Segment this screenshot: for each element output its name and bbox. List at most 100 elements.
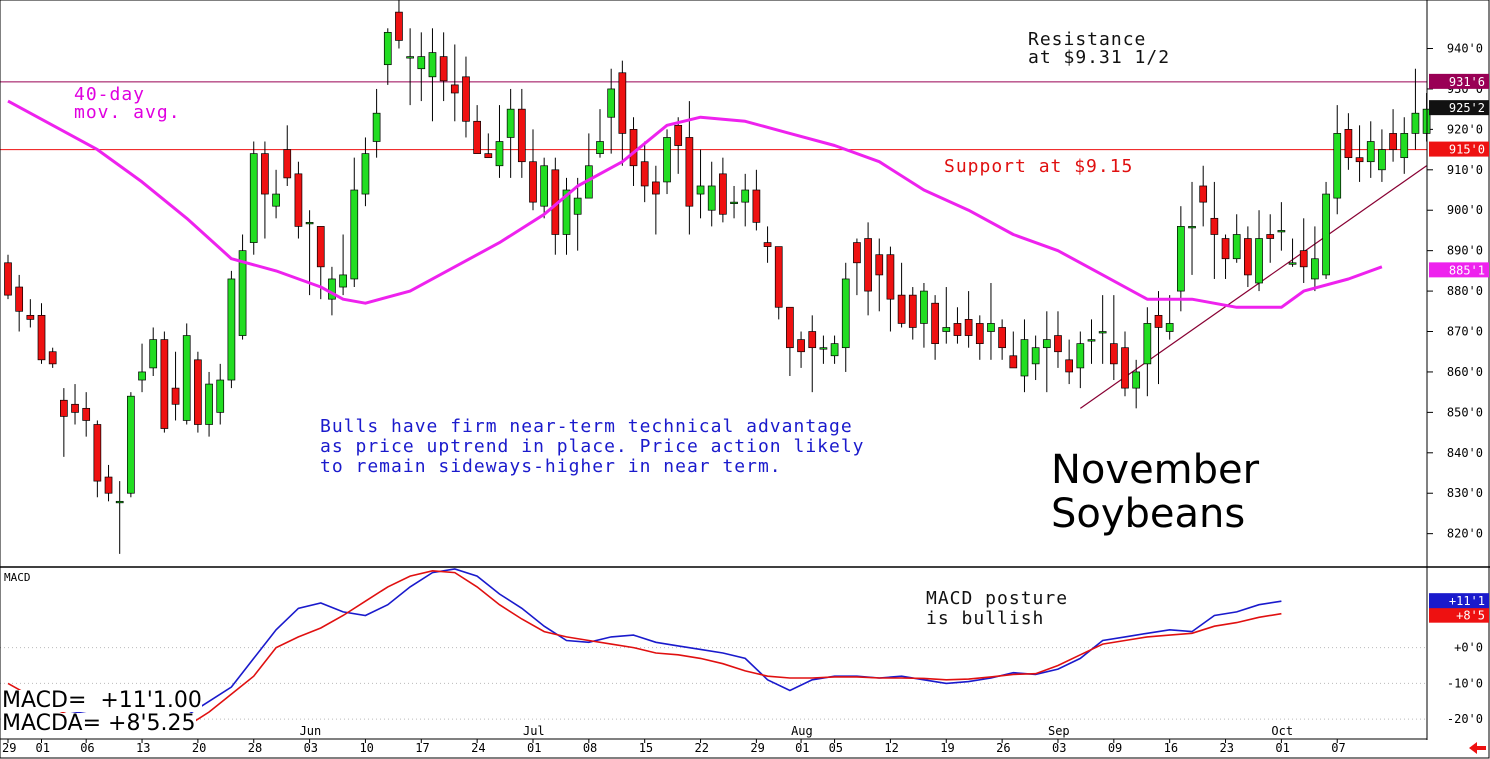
candle-body bbox=[149, 339, 158, 369]
candle bbox=[618, 60, 627, 166]
candle-body bbox=[652, 181, 660, 195]
candle-body bbox=[830, 343, 839, 357]
candle-body bbox=[908, 294, 917, 328]
candle bbox=[998, 319, 1006, 360]
candle-body bbox=[808, 331, 817, 349]
candle-body bbox=[1344, 129, 1353, 159]
ma-label: 40-day mov. avg. bbox=[74, 84, 181, 123]
candle bbox=[406, 28, 414, 106]
last-price-box: 925'2 bbox=[1429, 100, 1489, 116]
date-tick-label: 03 bbox=[304, 741, 318, 755]
candle bbox=[294, 161, 303, 239]
candle-body bbox=[741, 189, 750, 203]
candle bbox=[987, 283, 995, 360]
value-boxes: 931'6 925'2 915'0 885'1 +8'5+11'1 bbox=[1429, 73, 1489, 623]
date-tick-label: 28 bbox=[248, 741, 262, 755]
support-value-box-bg bbox=[1429, 141, 1489, 157]
candle-body bbox=[372, 112, 381, 142]
candle-body bbox=[71, 403, 79, 413]
price-tick-label: 860'0 bbox=[1447, 365, 1483, 379]
candle bbox=[473, 105, 481, 154]
candle bbox=[328, 266, 336, 316]
candle-body bbox=[1400, 133, 1409, 159]
candle-body bbox=[26, 314, 35, 320]
candle-body bbox=[406, 56, 414, 59]
candle-body bbox=[1098, 331, 1107, 334]
candle-body bbox=[127, 395, 135, 494]
date-tick-label: 10 bbox=[359, 741, 373, 755]
last-price-box-text: 925'2 bbox=[1449, 101, 1485, 115]
candle-body bbox=[819, 347, 828, 350]
candle bbox=[897, 262, 906, 328]
candle-body bbox=[249, 153, 258, 243]
date-tick-label: 08 bbox=[583, 741, 597, 755]
macd-value-box: +11'1 bbox=[1429, 593, 1489, 609]
candle bbox=[1355, 125, 1364, 182]
candle bbox=[853, 238, 861, 296]
candle-body bbox=[607, 88, 616, 118]
candle-body bbox=[685, 137, 694, 207]
candle bbox=[562, 177, 571, 255]
candle bbox=[596, 109, 604, 158]
macd-value-box-text: +11'1 bbox=[1449, 594, 1485, 608]
candle-body bbox=[1054, 335, 1062, 353]
scroll-left-icon bbox=[1469, 742, 1486, 754]
candle-body bbox=[48, 351, 57, 365]
date-tick-label: 03 bbox=[1052, 741, 1066, 755]
date-tick-label: 09 bbox=[1108, 741, 1122, 755]
candle bbox=[786, 306, 794, 376]
candle bbox=[663, 129, 671, 195]
candle bbox=[819, 335, 828, 364]
candle-body bbox=[540, 165, 549, 207]
candle-body bbox=[1154, 314, 1163, 328]
candle-body bbox=[160, 339, 169, 429]
price-tick-label: 920'0 bbox=[1447, 122, 1483, 136]
candle bbox=[484, 133, 493, 159]
candle-body bbox=[517, 108, 526, 163]
resistance-value-box-bg bbox=[1429, 73, 1489, 89]
candle-body bbox=[953, 323, 962, 336]
candle bbox=[652, 165, 660, 235]
candle-body bbox=[920, 290, 928, 324]
candle-body bbox=[462, 76, 470, 122]
candle bbox=[160, 331, 169, 433]
candle bbox=[830, 335, 839, 364]
macd-tick-label: -10'0 bbox=[1447, 676, 1483, 690]
candle-body bbox=[1031, 347, 1040, 365]
candle bbox=[383, 28, 392, 85]
candle bbox=[920, 283, 928, 348]
candle-body bbox=[15, 286, 24, 312]
candle bbox=[350, 157, 359, 288]
candle bbox=[540, 157, 549, 219]
candle bbox=[82, 392, 91, 437]
candle bbox=[1109, 295, 1118, 381]
candle-body bbox=[495, 141, 504, 167]
month-label: Oct bbox=[1271, 724, 1293, 738]
candle bbox=[1154, 291, 1163, 385]
candle bbox=[573, 177, 582, 251]
price-tick-label: 850'0 bbox=[1447, 405, 1483, 419]
candle bbox=[339, 234, 347, 296]
candle bbox=[696, 149, 705, 219]
candle-body bbox=[730, 201, 738, 204]
candle bbox=[395, 0, 403, 49]
candle bbox=[1165, 295, 1174, 340]
support-value-box-text: 915'0 bbox=[1449, 143, 1485, 157]
candle-body bbox=[752, 189, 761, 223]
ma-40-line bbox=[7, 99, 1383, 309]
ma-value-box-bg bbox=[1429, 262, 1489, 278]
candle-body bbox=[1020, 339, 1029, 377]
candle bbox=[450, 44, 459, 122]
date-tick-label: 16 bbox=[1164, 741, 1178, 755]
candle bbox=[439, 32, 448, 102]
date-tick-label: 06 bbox=[80, 741, 94, 755]
date-tick-label: 23 bbox=[1220, 741, 1234, 755]
candle bbox=[506, 88, 515, 178]
candle-body bbox=[1143, 323, 1152, 365]
candle-body bbox=[272, 193, 280, 207]
macd-annotation: MACD posture is bullish bbox=[926, 588, 1069, 629]
candle-body bbox=[506, 108, 515, 138]
